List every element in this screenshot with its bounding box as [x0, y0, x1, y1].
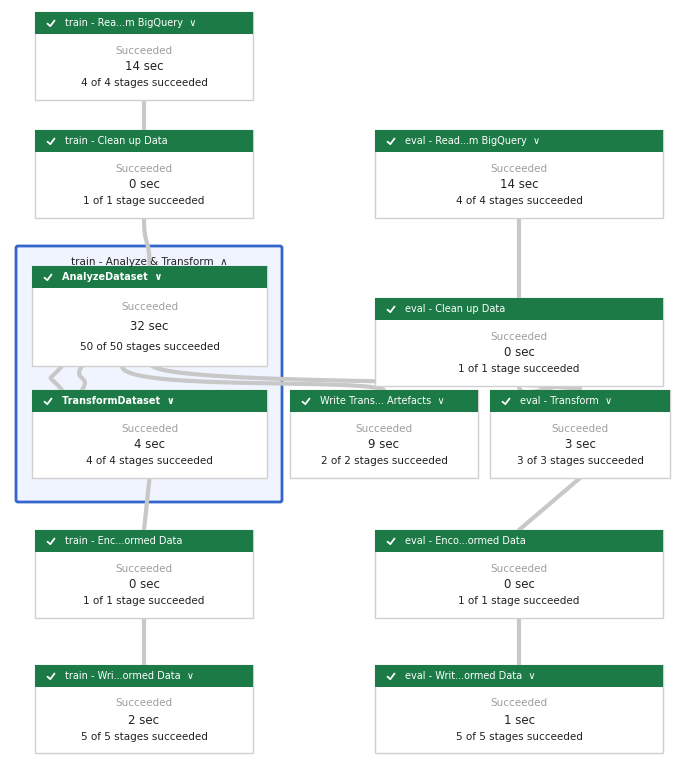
Text: Succeeded: Succeeded [490, 564, 547, 574]
Circle shape [44, 134, 58, 148]
Text: 2 sec: 2 sec [129, 714, 160, 727]
FancyBboxPatch shape [375, 530, 663, 618]
Text: Succeeded: Succeeded [116, 564, 173, 574]
Text: 0 sec: 0 sec [504, 347, 534, 360]
Circle shape [41, 394, 55, 408]
Text: 50 of 50 stages succeeded: 50 of 50 stages succeeded [80, 342, 220, 351]
Circle shape [384, 134, 398, 148]
Circle shape [44, 534, 58, 548]
FancyBboxPatch shape [16, 246, 282, 502]
FancyBboxPatch shape [290, 390, 478, 412]
Text: 1 of 1 stage succeeded: 1 of 1 stage succeeded [84, 196, 205, 206]
Text: train - Enc...ormed Data: train - Enc...ormed Data [65, 536, 182, 546]
FancyBboxPatch shape [490, 390, 670, 412]
Text: Succeeded: Succeeded [356, 423, 413, 433]
Text: eval - Enco...ormed Data: eval - Enco...ormed Data [405, 536, 526, 546]
Text: 0 sec: 0 sec [129, 578, 159, 591]
FancyBboxPatch shape [32, 266, 267, 288]
FancyBboxPatch shape [375, 298, 663, 320]
Circle shape [299, 394, 313, 408]
FancyBboxPatch shape [35, 12, 253, 100]
Circle shape [384, 534, 398, 548]
FancyBboxPatch shape [490, 390, 670, 478]
Text: eval - Writ...ormed Data  ∨: eval - Writ...ormed Data ∨ [405, 671, 536, 681]
FancyBboxPatch shape [35, 665, 253, 687]
Text: 2 of 2 stages succeeded: 2 of 2 stages succeeded [320, 457, 447, 467]
Text: Succeeded: Succeeded [121, 423, 178, 433]
Text: 1 of 1 stage succeeded: 1 of 1 stage succeeded [458, 364, 579, 374]
Text: 0 sec: 0 sec [504, 578, 534, 591]
FancyBboxPatch shape [290, 390, 478, 478]
Text: Succeeded: Succeeded [116, 46, 173, 56]
Text: train - Clean up Data: train - Clean up Data [65, 136, 168, 146]
Text: Succeeded: Succeeded [121, 303, 178, 312]
FancyBboxPatch shape [375, 130, 663, 152]
FancyBboxPatch shape [32, 390, 267, 412]
Text: train - Rea...m BigQuery  ∨: train - Rea...m BigQuery ∨ [65, 18, 197, 28]
FancyBboxPatch shape [375, 665, 663, 687]
FancyBboxPatch shape [35, 665, 253, 753]
FancyBboxPatch shape [32, 266, 267, 366]
FancyBboxPatch shape [35, 130, 253, 218]
FancyBboxPatch shape [375, 530, 663, 552]
Text: 4 of 4 stages succeeded: 4 of 4 stages succeeded [80, 79, 207, 89]
Circle shape [44, 669, 58, 683]
Text: TransformDataset  ∨: TransformDataset ∨ [62, 396, 175, 406]
FancyBboxPatch shape [35, 12, 253, 34]
FancyBboxPatch shape [375, 665, 663, 753]
FancyBboxPatch shape [35, 530, 253, 552]
Circle shape [384, 302, 398, 316]
Circle shape [384, 669, 398, 683]
FancyBboxPatch shape [35, 130, 253, 152]
Text: 14 sec: 14 sec [124, 60, 163, 73]
Text: train - Analyze & Transform  ∧: train - Analyze & Transform ∧ [71, 257, 227, 267]
Text: Succeeded: Succeeded [490, 332, 547, 342]
Text: train - Wri...ormed Data  ∨: train - Wri...ormed Data ∨ [65, 671, 194, 681]
Text: 4 of 4 stages succeeded: 4 of 4 stages succeeded [86, 457, 213, 467]
FancyBboxPatch shape [375, 130, 663, 218]
Text: 9 sec: 9 sec [369, 439, 400, 452]
Text: 4 of 4 stages succeeded: 4 of 4 stages succeeded [456, 196, 583, 206]
FancyBboxPatch shape [375, 298, 663, 386]
Text: 3 sec: 3 sec [564, 439, 596, 452]
Text: Succeeded: Succeeded [116, 698, 173, 708]
Circle shape [44, 16, 58, 30]
Circle shape [41, 270, 55, 284]
Text: Succeeded: Succeeded [551, 423, 609, 433]
FancyBboxPatch shape [32, 390, 267, 478]
Text: eval - Clean up Data: eval - Clean up Data [405, 304, 505, 314]
Text: 0 sec: 0 sec [129, 179, 159, 192]
Text: 14 sec: 14 sec [500, 179, 539, 192]
Text: 5 of 5 stages succeeded: 5 of 5 stages succeeded [456, 731, 583, 742]
Text: Succeeded: Succeeded [490, 698, 547, 708]
Circle shape [499, 394, 513, 408]
Text: 1 of 1 stage succeeded: 1 of 1 stage succeeded [458, 597, 579, 607]
Text: 1 sec: 1 sec [503, 714, 534, 727]
Text: 1 of 1 stage succeeded: 1 of 1 stage succeeded [84, 597, 205, 607]
Text: Write Trans... Artefacts  ∨: Write Trans... Artefacts ∨ [320, 396, 445, 406]
Text: 32 sec: 32 sec [131, 321, 169, 334]
Text: 5 of 5 stages succeeded: 5 of 5 stages succeeded [80, 731, 207, 742]
Text: 4 sec: 4 sec [134, 439, 165, 452]
Text: 3 of 3 stages succeeded: 3 of 3 stages succeeded [517, 457, 643, 467]
Text: Succeeded: Succeeded [490, 163, 547, 173]
Text: Succeeded: Succeeded [116, 163, 173, 173]
Text: AnalyzeDataset  ∨: AnalyzeDataset ∨ [62, 272, 163, 282]
FancyBboxPatch shape [35, 530, 253, 618]
Text: eval - Read...m BigQuery  ∨: eval - Read...m BigQuery ∨ [405, 136, 540, 146]
Text: eval - Transform  ∨: eval - Transform ∨ [520, 396, 612, 406]
